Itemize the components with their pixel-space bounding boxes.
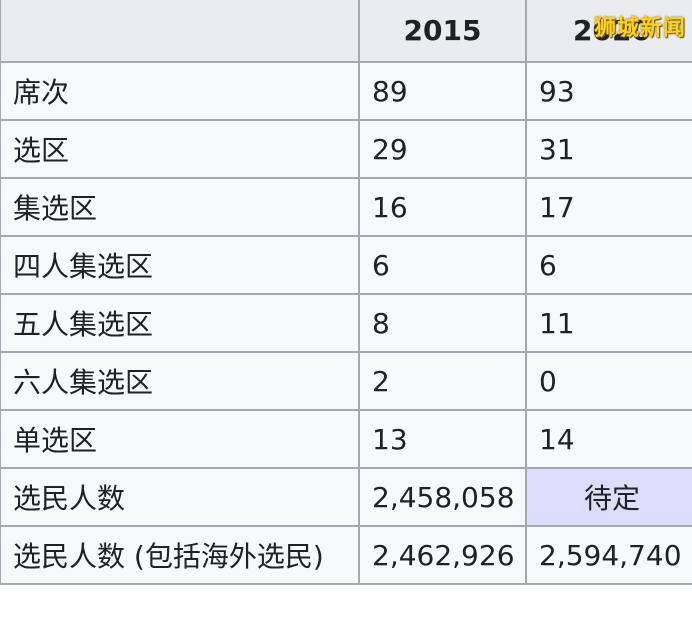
table-row: 选区 29 31	[0, 119, 692, 179]
table-row: 六人集选区 2 0	[0, 351, 692, 411]
value-2015: 89	[358, 61, 527, 121]
row-label: 选民人数	[0, 467, 360, 527]
value-2020: 11	[525, 293, 692, 353]
row-label: 五人集选区	[0, 293, 360, 353]
value-2015: 2,458,058	[358, 467, 527, 527]
row-label: 单选区	[0, 409, 360, 469]
election-comparison-table: 2015 2020 席次 89 93 选区 29 31 集选区 16 17 四人…	[0, 0, 692, 585]
row-label: 四人集选区	[0, 235, 360, 295]
header-corner-cell	[0, 0, 360, 63]
table-row: 四人集选区 6 6	[0, 235, 692, 295]
row-label: 集选区	[0, 177, 360, 237]
value-2015: 29	[358, 119, 527, 179]
row-label: 席次	[0, 61, 360, 121]
table-row: 选民人数 2,458,058 待定	[0, 467, 692, 527]
row-label: 六人集选区	[0, 351, 360, 411]
row-label: 选民人数 (包括海外选民)	[0, 525, 360, 585]
header-2015: 2015	[358, 0, 527, 63]
value-2020: 93	[525, 61, 692, 121]
watermark-logo: 狮城新闻	[593, 16, 686, 41]
value-2020: 6	[525, 235, 692, 295]
value-2020: 31	[525, 119, 692, 179]
table-row: 集选区 16 17	[0, 177, 692, 237]
table-header: 2015 2020	[0, 0, 692, 63]
value-2020: 0	[525, 351, 692, 411]
table-body: 席次 89 93 选区 29 31 集选区 16 17 四人集选区 6 6 五人…	[0, 61, 692, 585]
value-2015: 2,462,926	[358, 525, 527, 585]
table-row: 席次 89 93	[0, 61, 692, 121]
value-2015: 16	[358, 177, 527, 237]
value-2015: 6	[358, 235, 527, 295]
value-2020-pending: 待定	[525, 467, 692, 527]
value-2015: 2	[358, 351, 527, 411]
value-2020: 17	[525, 177, 692, 237]
value-2020: 2,594,740	[525, 525, 692, 585]
value-2015: 8	[358, 293, 527, 353]
header-2020: 2020	[525, 0, 692, 63]
value-2015: 13	[358, 409, 527, 469]
header-row: 2015 2020	[0, 0, 692, 63]
value-2020: 14	[525, 409, 692, 469]
table-row: 五人集选区 8 11	[0, 293, 692, 353]
table-row: 选民人数 (包括海外选民) 2,462,926 2,594,740	[0, 525, 692, 585]
row-label: 选区	[0, 119, 360, 179]
table-row: 单选区 13 14	[0, 409, 692, 469]
